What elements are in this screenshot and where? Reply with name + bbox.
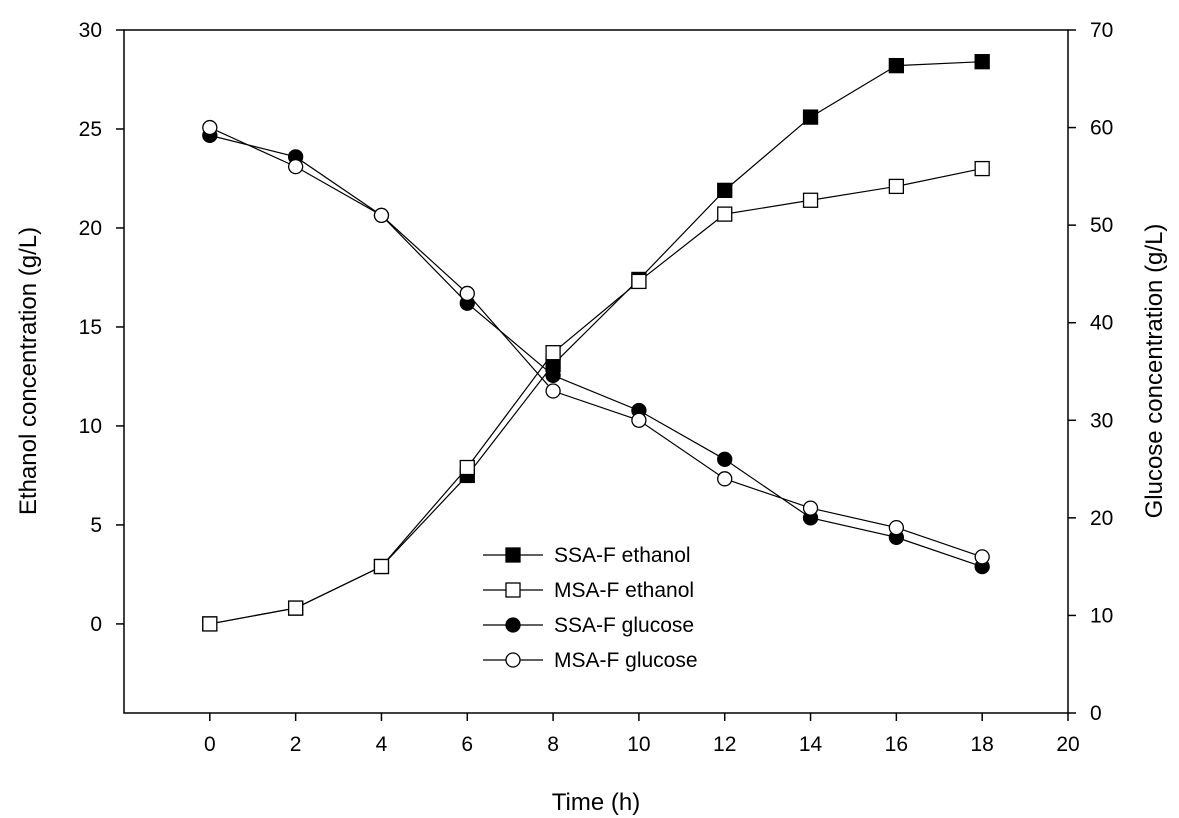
series-1	[202, 160, 990, 632]
data-point	[717, 206, 733, 222]
legend-item: MSA-F ethanol	[483, 579, 694, 602]
x-tick-label: 2	[290, 733, 302, 756]
legend-label: MSA-F glucose	[554, 649, 698, 672]
data-point	[631, 412, 647, 428]
legend: SSA-F ethanol MSA-F ethanol SSA-F glucose M…	[483, 544, 698, 672]
series-line	[209, 134, 983, 568]
x-tick-label: 4	[376, 733, 388, 756]
x-tick-label: 12	[713, 733, 736, 756]
legend-item: SSA-F ethanol	[483, 544, 691, 567]
series-2	[202, 127, 990, 575]
y2-tick-label: 70	[1090, 19, 1113, 42]
legend-marker	[505, 582, 521, 598]
data-point	[717, 182, 733, 199]
x-tick-label: 16	[885, 733, 908, 756]
x-tick-label: 18	[971, 733, 994, 756]
legend-item: SSA-F glucose	[483, 614, 694, 637]
x-tick-label: 20	[1056, 733, 1079, 756]
data-point	[717, 451, 733, 467]
data-point	[459, 459, 475, 476]
data-point	[373, 207, 390, 224]
data-point	[545, 383, 561, 399]
data-point	[888, 178, 905, 195]
data-point	[545, 345, 561, 361]
y-tick-label: 25	[79, 118, 102, 141]
series-3	[202, 119, 990, 565]
y2-tick-label: 60	[1090, 117, 1113, 140]
y-tick-label: 10	[79, 415, 102, 438]
y2-axis-title: Glucose concentration (g/L)	[1141, 224, 1168, 519]
x-tick-label: 14	[799, 733, 823, 756]
data-point	[631, 273, 647, 290]
data-point	[545, 367, 561, 384]
x-tick-label: 0	[204, 733, 216, 756]
series-line	[209, 61, 983, 625]
y-tick-label: 15	[79, 316, 102, 339]
legend-marker	[505, 617, 521, 633]
legend-label: SSA-F ethanol	[554, 544, 691, 567]
data-point	[974, 54, 990, 70]
data-point	[802, 500, 819, 516]
y-tick-label: 30	[79, 19, 102, 42]
data-point	[974, 549, 990, 565]
y-tick-label: 0	[90, 613, 102, 636]
data-point	[202, 616, 218, 632]
y2-tick-label: 50	[1090, 214, 1113, 237]
x-tick-label: 8	[547, 733, 559, 756]
x-tick-label: 6	[461, 733, 473, 756]
data-point	[373, 558, 390, 575]
data-point	[287, 600, 304, 616]
x-tick-label: 10	[627, 733, 650, 756]
legend-label: SSA-F glucose	[554, 614, 694, 637]
series-line	[209, 167, 983, 625]
y2-tick-label: 10	[1090, 604, 1113, 627]
plot-frame	[123, 29, 1069, 714]
legend-marker	[505, 547, 521, 563]
series-line	[209, 127, 983, 558]
x-axis-title: Time (h)	[552, 789, 640, 816]
legend-marker	[505, 652, 521, 668]
data-point	[717, 471, 733, 487]
series	[202, 54, 990, 632]
data-point	[974, 160, 990, 177]
data-point	[802, 192, 819, 208]
data-point	[202, 119, 218, 136]
y-tick-label: 20	[79, 217, 102, 240]
ticks: 0 2 4 6 8 10 12 14 16 18 20 0 5 10 15 20 25 30 0 10 20 30 40 50…	[79, 19, 1114, 756]
y2-tick-label: 0	[1090, 702, 1102, 725]
data-point	[287, 158, 304, 175]
legend-label: MSA-F ethanol	[554, 579, 694, 602]
y-axis-title: Ethanol concentration (g/L)	[15, 227, 42, 515]
data-point	[888, 519, 905, 536]
y2-tick-label: 40	[1090, 312, 1113, 335]
y2-tick-label: 30	[1090, 409, 1113, 432]
legend-item: MSA-F glucose	[483, 649, 698, 672]
data-point	[802, 109, 819, 125]
data-point	[459, 285, 475, 302]
y-tick-label: 5	[90, 514, 102, 537]
y2-tick-label: 20	[1090, 507, 1113, 530]
data-point	[888, 57, 905, 74]
